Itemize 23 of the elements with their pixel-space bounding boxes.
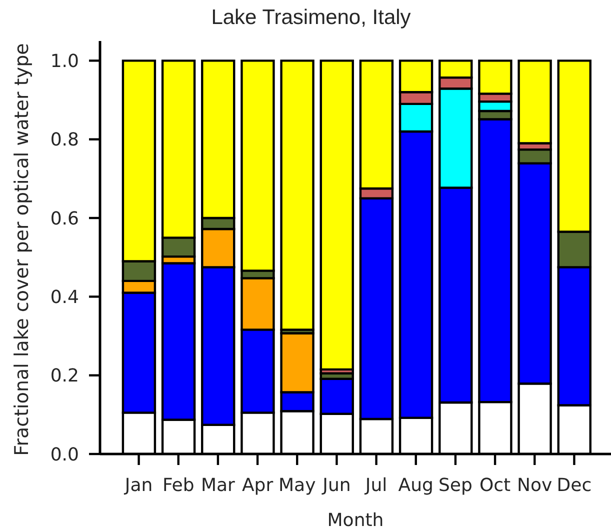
x-tick-label: Feb	[162, 474, 194, 496]
y-tick-label: 1.0	[50, 51, 79, 72]
bar	[320, 60, 354, 371]
y-axis-title: Fractional lake cover per optical water type	[11, 43, 33, 456]
x-tick-label: Sep	[438, 474, 472, 496]
x-tick-label: Apr	[242, 474, 274, 496]
x-tick-label: Dec	[556, 474, 592, 496]
x-tick-label: Jan	[124, 474, 153, 496]
x-tick-label: Aug	[398, 474, 434, 496]
x-tick-label: Oct	[479, 474, 511, 496]
chart-title: Lake Trasimeno, Italy	[210, 6, 412, 30]
x-tick-label: May	[278, 474, 316, 496]
x-tick-label: Jun	[322, 474, 351, 496]
x-axis-title: Month	[327, 510, 384, 531]
y-tick-label: 0.0	[50, 444, 79, 466]
bar	[280, 60, 314, 331]
x-tick-label: Jul	[364, 474, 388, 496]
x-tick-label: Nov	[517, 474, 553, 496]
y-tick-label: 0.8	[50, 130, 79, 151]
y-tick-label: 0.6	[50, 208, 79, 230]
x-tick-label: Mar	[200, 474, 236, 496]
y-tick-label: 0.2	[50, 366, 79, 387]
y-tick-label: 0.4	[50, 287, 79, 308]
